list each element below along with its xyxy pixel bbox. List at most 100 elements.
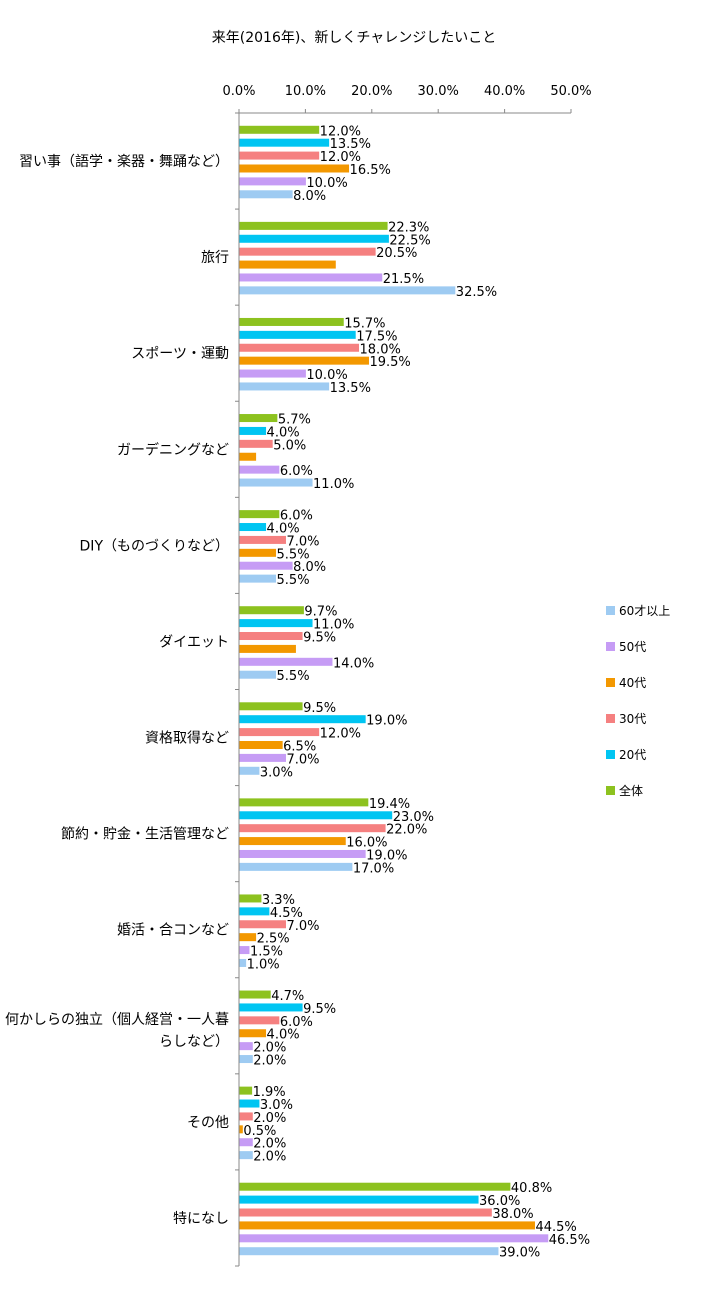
legend-item: 全体 xyxy=(606,772,706,808)
bar xyxy=(239,273,383,282)
bar xyxy=(239,619,313,628)
data-label: 10.0% xyxy=(306,368,347,383)
bar xyxy=(239,151,320,160)
data-label: 5.5% xyxy=(277,547,310,562)
bar xyxy=(239,426,267,435)
bar xyxy=(239,330,356,339)
bar xyxy=(239,164,350,173)
y-tick-label: DIY（ものづくりなど） xyxy=(80,538,229,554)
data-label: 2.0% xyxy=(253,1054,286,1069)
data-label: 1.9% xyxy=(253,1085,286,1100)
data-label: 1.5% xyxy=(250,945,283,960)
data-label: 0.5% xyxy=(243,1124,276,1139)
bar xyxy=(239,1055,253,1064)
chart-title: 来年(2016年)、新しくチャレンジしたいこと xyxy=(212,30,496,46)
bar xyxy=(239,702,303,711)
x-tick-label: 0.0% xyxy=(222,84,255,99)
data-label: 2.5% xyxy=(257,932,290,947)
data-label: 5.5% xyxy=(277,669,310,684)
data-label: 8.0% xyxy=(293,560,326,575)
data-label: 4.7% xyxy=(271,989,304,1004)
legend-label: 全体 xyxy=(619,783,644,798)
bar xyxy=(239,862,353,871)
legend-swatch xyxy=(606,749,615,759)
legend-label: 60才以上 xyxy=(619,603,671,618)
bar xyxy=(239,221,388,230)
data-label: 8.0% xyxy=(293,189,326,204)
bar xyxy=(239,670,277,679)
y-tick-label: 習い事（語学・楽器・舞踊など） xyxy=(19,154,229,170)
bar xyxy=(239,369,306,378)
data-label: 15.7% xyxy=(344,316,385,331)
bar xyxy=(239,933,257,942)
data-label: 6.0% xyxy=(280,1015,313,1030)
data-label: 7.0% xyxy=(286,534,319,549)
data-label: 23.0% xyxy=(393,810,434,825)
legend-item: 30代 xyxy=(606,700,706,736)
data-label: 6.5% xyxy=(283,739,316,754)
data-label: 19.5% xyxy=(369,355,410,370)
bar xyxy=(239,740,283,749)
data-label: 3.0% xyxy=(260,765,293,780)
legend-label: 20代 xyxy=(619,747,647,762)
data-label: 17.0% xyxy=(353,861,394,876)
bar xyxy=(239,1182,511,1191)
bar xyxy=(239,657,333,666)
data-label: 1.0% xyxy=(247,957,280,972)
data-label: 9.7% xyxy=(304,605,337,620)
data-label: 16.0% xyxy=(346,836,387,851)
bar xyxy=(239,715,366,724)
data-label: 14.0% xyxy=(333,656,374,671)
data-label: 5.0% xyxy=(273,438,306,453)
legend-label: 50代 xyxy=(619,639,647,654)
bar xyxy=(239,1221,535,1230)
data-label: 39.0% xyxy=(499,1246,540,1261)
bar xyxy=(239,811,393,820)
data-label: 17.5% xyxy=(356,329,397,344)
data-label: 4.0% xyxy=(267,1028,300,1043)
bar xyxy=(239,317,344,326)
y-tick-label: 旅行 xyxy=(201,250,229,266)
bar xyxy=(239,439,273,448)
bar xyxy=(239,343,360,352)
bar xyxy=(239,478,313,487)
bar xyxy=(239,356,369,365)
bar xyxy=(239,644,296,653)
y-tick-label: 資格取得など xyxy=(145,730,229,747)
data-label: 22.0% xyxy=(386,823,427,838)
legend-item: 50代 xyxy=(606,628,706,664)
data-label: 5.7% xyxy=(278,413,311,428)
data-label: 10.0% xyxy=(306,176,347,191)
data-label: 9.5% xyxy=(303,631,336,646)
data-label: 13.5% xyxy=(330,381,371,396)
y-tick-label: ガーデニングなど xyxy=(117,441,229,458)
data-label: 7.0% xyxy=(286,752,319,767)
bar xyxy=(239,382,330,391)
bar xyxy=(239,1099,260,1108)
data-label: 38.0% xyxy=(492,1207,533,1222)
bar xyxy=(239,452,257,461)
data-label: 44.5% xyxy=(535,1220,576,1235)
legend-label: 40代 xyxy=(619,675,647,690)
y-tick-label: 特になし xyxy=(173,1211,229,1227)
bar xyxy=(239,990,271,999)
legend-swatch xyxy=(606,785,615,795)
bar xyxy=(239,728,320,737)
bar xyxy=(239,1151,253,1160)
data-label: 12.0% xyxy=(320,124,361,139)
y-tick-label: ダイエット xyxy=(159,634,229,650)
bar xyxy=(239,234,389,243)
y-tick-label: 節約・貯金・生活管理など xyxy=(61,826,229,843)
bar xyxy=(239,561,293,570)
bar xyxy=(239,1125,243,1134)
bar xyxy=(239,260,336,269)
x-tick-label: 10.0% xyxy=(285,84,326,99)
bar xyxy=(239,414,278,423)
bar xyxy=(239,138,330,147)
data-label: 2.0% xyxy=(253,1150,286,1165)
bar xyxy=(239,190,293,199)
bar xyxy=(239,125,320,134)
data-label: 7.0% xyxy=(286,919,319,934)
legend-swatch xyxy=(606,713,615,723)
